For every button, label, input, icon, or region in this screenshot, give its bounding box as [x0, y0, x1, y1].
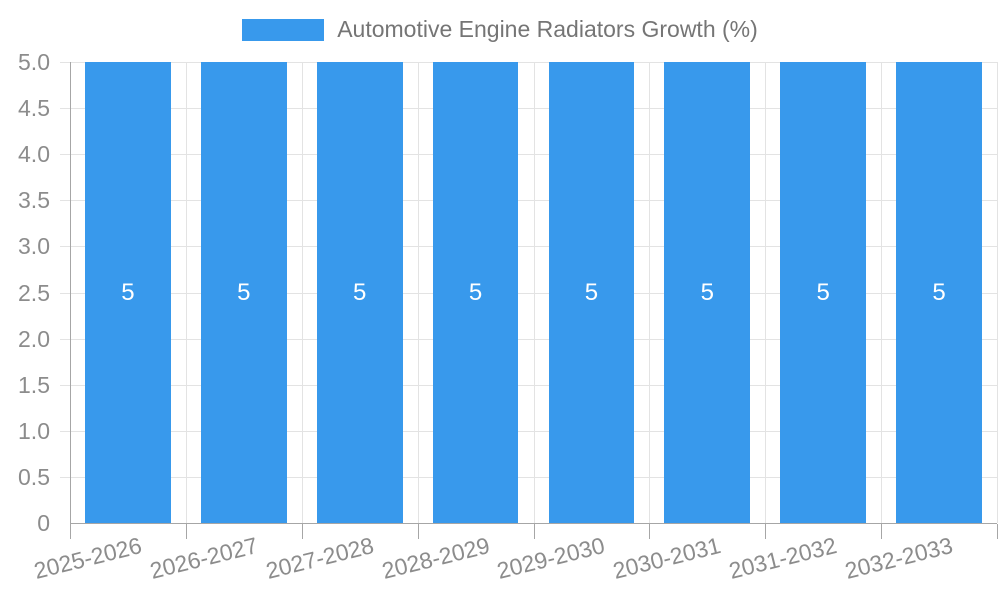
x-axis-tick-label: 2028-2029	[378, 532, 492, 584]
bar-2029-2030[interactable]: 5	[548, 62, 635, 523]
y-axis-tick-label: 5.0	[18, 49, 50, 75]
y-axis-tick-label: 4.0	[18, 141, 50, 168]
x-axis-tick	[533, 524, 535, 539]
bar-value-label: 5	[353, 278, 367, 306]
y-axis-tick-label: 3.5	[18, 187, 50, 214]
y-gridline	[60, 338, 997, 340]
y-gridline	[60, 62, 997, 63]
y-axis-tick-label: 0.5	[18, 463, 50, 490]
bar-2030-2031[interactable]: 5	[664, 62, 751, 523]
x-axis-tick	[997, 524, 998, 539]
y-gridline	[60, 476, 997, 478]
legend-swatch-icon	[242, 18, 325, 41]
bar-value-label: 5	[816, 278, 830, 306]
bar-value-label: 5	[932, 278, 946, 306]
bar-value-label: 5	[584, 278, 599, 306]
bar-value-label: 5	[237, 278, 251, 306]
x-axis-tick	[765, 524, 767, 539]
x-axis-tick-label: 2031-2032	[726, 532, 840, 584]
y-gridline	[60, 430, 997, 432]
y-gridline	[60, 384, 997, 386]
x-axis-tick-label: 2032-2033	[842, 532, 956, 584]
x-gridline	[417, 62, 419, 523]
y-gridline	[60, 154, 997, 156]
y-gridline	[60, 108, 997, 110]
x-axis-tick	[417, 524, 419, 539]
bar-value-label: 5	[468, 278, 483, 306]
y-axis-tick-label: 2.0	[18, 325, 50, 352]
bar-2028-2029[interactable]: 5	[432, 62, 519, 523]
bar-2026-2027[interactable]: 5	[200, 62, 287, 523]
x-axis-tick	[881, 524, 883, 539]
y-gridline	[60, 200, 997, 202]
x-gridline	[301, 62, 303, 523]
bar-2031-2032[interactable]: 5	[780, 62, 867, 523]
y-axis-tick-label: 1.0	[18, 417, 50, 444]
x-axis-tick	[301, 524, 303, 539]
x-gridline	[881, 62, 883, 523]
x-gridline	[533, 62, 535, 523]
y-axis-tick-label: 1.5	[18, 371, 50, 398]
plot-area: 0 0.5 1.0 1.5 2.0 2.5 3.0 3.5 4.0 4.5 5.0 5 2025-202…	[18, 49, 998, 584]
bar-2025-2026[interactable]: 5	[85, 62, 171, 523]
y-axis-tick-label: 2.5	[18, 279, 50, 306]
x-gridline	[765, 62, 767, 523]
x-gridline	[997, 62, 998, 523]
y-gridline	[60, 246, 997, 248]
y-axis-tick-label: 4.5	[18, 95, 50, 122]
legend-label: Automotive Engine Radiators Growth (%)	[337, 16, 758, 42]
x-axis-tick	[649, 524, 651, 539]
y-axis-tick-label: 3.0	[18, 233, 50, 260]
y-axis-tick-label: 0	[37, 510, 50, 536]
x-axis-tick-label: 2025-2026	[31, 532, 145, 584]
x-gridline	[185, 62, 187, 523]
bar-2032-2033[interactable]: 5	[896, 62, 982, 523]
bar-value-label: 5	[121, 278, 135, 306]
x-axis-line	[70, 523, 997, 524]
x-gridline	[649, 62, 651, 523]
bar-value-label: 5	[700, 278, 714, 306]
x-axis-tick-label: 2026-2027	[147, 532, 261, 584]
x-axis-tick-label: 2030-2031	[610, 532, 724, 584]
bar-2027-2028[interactable]: 5	[316, 62, 403, 523]
x-axis-tick-label: 2029-2030	[494, 532, 608, 584]
x-axis-tick-label: 2027-2028	[262, 532, 376, 584]
y-gridline	[60, 292, 997, 294]
chart-legend[interactable]: Automotive Engine Radiators Growth (%)	[0, 16, 1000, 43]
y-axis-line	[70, 62, 71, 539]
x-axis-tick	[185, 524, 187, 539]
